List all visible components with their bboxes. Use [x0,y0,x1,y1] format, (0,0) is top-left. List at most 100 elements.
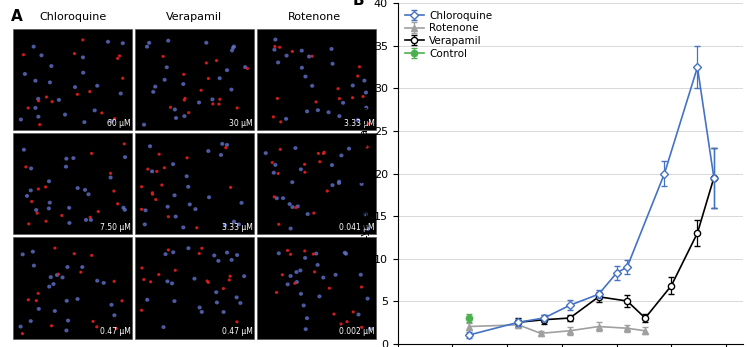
Circle shape [222,311,225,313]
Circle shape [175,117,178,119]
Circle shape [96,326,98,328]
Circle shape [76,298,79,300]
Circle shape [226,69,229,71]
Circle shape [110,120,113,122]
Circle shape [188,112,190,113]
Circle shape [47,180,50,183]
Circle shape [278,252,280,255]
Circle shape [206,62,207,64]
Circle shape [39,124,40,126]
Circle shape [313,253,314,255]
Circle shape [316,264,319,266]
Circle shape [230,187,232,188]
Circle shape [239,302,242,304]
Circle shape [319,161,321,163]
Circle shape [35,300,38,302]
Circle shape [337,88,339,90]
Circle shape [88,91,91,92]
Circle shape [32,264,35,267]
Circle shape [29,320,32,322]
Circle shape [226,251,229,254]
Circle shape [167,216,170,218]
Circle shape [141,310,142,311]
Circle shape [37,116,40,118]
Circle shape [282,197,284,200]
Circle shape [299,293,302,295]
Circle shape [296,281,298,283]
Circle shape [85,219,88,221]
Circle shape [101,112,103,114]
Circle shape [305,317,308,320]
Circle shape [288,203,291,205]
Circle shape [296,205,299,208]
Circle shape [23,73,26,75]
Circle shape [54,247,56,249]
Circle shape [50,325,52,327]
Circle shape [170,282,173,285]
Circle shape [118,55,121,57]
Circle shape [38,293,39,294]
Circle shape [198,253,200,254]
Circle shape [183,74,184,75]
Circle shape [207,281,209,283]
Circle shape [238,223,240,226]
Circle shape [98,211,99,212]
Circle shape [58,273,59,275]
Circle shape [278,172,279,174]
Circle shape [80,271,82,273]
Circle shape [116,328,117,329]
Y-axis label: Lysosome total area/cell: Lysosome total area/cell [360,106,370,241]
Circle shape [363,79,366,82]
Bar [13,133,132,235]
Circle shape [154,199,157,201]
Circle shape [76,187,79,189]
Circle shape [357,75,358,77]
Circle shape [165,66,168,69]
Circle shape [279,46,280,48]
Circle shape [161,184,163,186]
Circle shape [184,99,185,101]
Circle shape [170,107,172,108]
Circle shape [317,153,320,154]
Bar [135,29,254,130]
Circle shape [332,62,334,65]
Circle shape [280,121,282,123]
Circle shape [144,209,147,212]
Circle shape [272,162,273,163]
Circle shape [65,329,68,332]
Circle shape [89,217,92,218]
Circle shape [206,280,209,282]
Circle shape [194,208,197,210]
Circle shape [232,220,236,223]
Circle shape [38,100,40,102]
Circle shape [278,223,280,225]
Circle shape [351,84,354,87]
Circle shape [236,296,238,299]
Circle shape [53,310,56,312]
Circle shape [36,212,38,214]
Circle shape [291,181,294,184]
Circle shape [67,319,70,322]
Circle shape [51,101,53,103]
Circle shape [87,193,90,196]
Circle shape [281,274,284,276]
Bar [135,133,254,235]
Circle shape [164,253,167,255]
Circle shape [52,283,55,285]
Circle shape [290,275,292,277]
Circle shape [50,276,52,278]
Circle shape [230,259,233,261]
Circle shape [38,188,40,190]
Circle shape [34,209,38,211]
Circle shape [62,276,64,279]
Circle shape [45,186,46,188]
Circle shape [240,202,243,204]
Circle shape [304,75,307,78]
Circle shape [342,102,344,104]
Circle shape [346,321,348,323]
Circle shape [92,321,94,322]
Circle shape [146,45,148,48]
Circle shape [211,98,214,101]
Circle shape [29,189,32,192]
Circle shape [338,115,340,117]
